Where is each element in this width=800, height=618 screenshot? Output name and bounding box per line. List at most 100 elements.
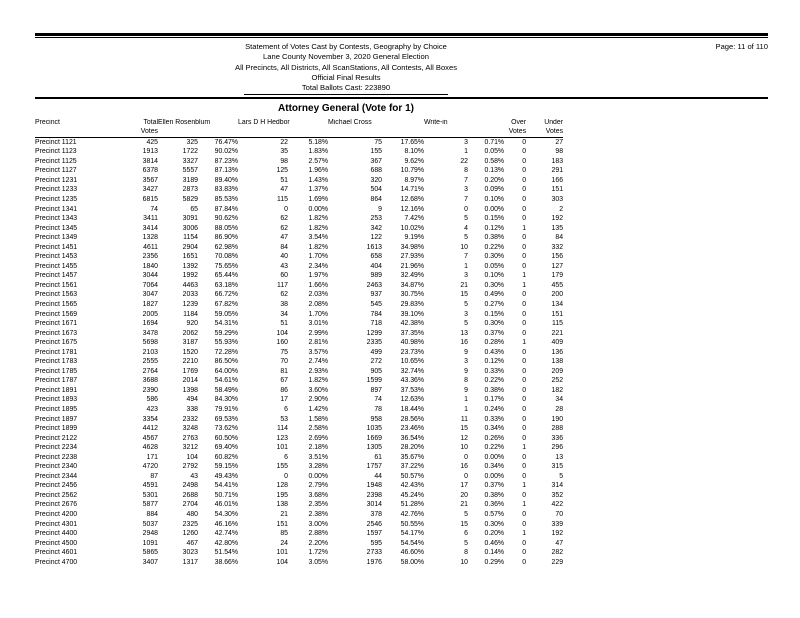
total-votes-cell: 425 xyxy=(146,138,159,146)
hedbor-votes-cell: 47 xyxy=(280,186,288,194)
writein-votes-cell: 10 xyxy=(460,243,469,251)
precinct-cell: Precinct 1565 xyxy=(35,300,78,308)
precinct-cell: Precinct 1455 xyxy=(35,262,78,270)
hedbor-pct-cell: 2.99% xyxy=(308,329,329,337)
hedbor-votes-cell: 125 xyxy=(276,167,289,175)
total-votes-cell: 4611 xyxy=(143,243,158,251)
cross-votes-cell: 378 xyxy=(370,511,383,518)
rosenblum-pct-cell: 87.84% xyxy=(214,205,238,213)
rosenblum-votes-cell: 467 xyxy=(186,539,199,547)
cross-votes-cell: 2546 xyxy=(366,520,383,528)
rosenblum-votes-cell: 325 xyxy=(186,138,199,146)
cross-pct-cell: 51.28% xyxy=(400,501,425,509)
hedbor-pct-cell: 1.82% xyxy=(308,224,329,232)
rosenblum-pct-cell: 70.08% xyxy=(214,253,238,261)
total-votes-cell: 5865 xyxy=(142,549,158,557)
table-row: Precinct 1349 1328 1154 86.90% 47 3.54% 122 9.1… xyxy=(35,233,563,243)
over-votes-cell: 0 xyxy=(522,520,527,528)
total-votes-cell: 4628 xyxy=(142,444,158,452)
writein-pct-cell: 0.22% xyxy=(484,444,505,452)
hedbor-pct-cell: 2.58% xyxy=(308,425,329,433)
writein-votes-cell: 6 xyxy=(464,530,469,538)
hedbor-pct-cell: 2.18% xyxy=(308,444,329,452)
total-votes-cell: 884 xyxy=(146,511,159,518)
rosenblum-votes-cell: 2332 xyxy=(182,415,198,423)
rosenblum-votes-cell: 2704 xyxy=(182,501,198,509)
under-votes-cell: 115 xyxy=(552,320,564,328)
writein-votes-cell: 9 xyxy=(464,367,469,375)
hedbor-pct-cell: 3.57% xyxy=(308,348,329,356)
hedbor-votes-cell: 67 xyxy=(280,377,288,385)
rosenblum-votes-cell: 1260 xyxy=(182,530,198,538)
over-votes-cell: 0 xyxy=(522,186,527,194)
col-header-precinct: Precinct xyxy=(35,119,138,138)
hedbor-pct-cell: 2.03% xyxy=(308,291,329,299)
results-tbody: Precinct 1121 425 325 76.47% 22 5.18% 75 17.65%… xyxy=(35,137,563,567)
total-votes-cell: 4591 xyxy=(142,482,158,490)
table-row: Precinct 1891 2390 1398 58.49% 86 3.60% 897 37.… xyxy=(35,386,563,396)
rosenblum-votes-cell: 2033 xyxy=(182,291,198,299)
rosenblum-votes-cell: 3212 xyxy=(182,444,198,452)
writein-pct-cell: 0.15% xyxy=(484,215,505,223)
total-votes-cell: 2356 xyxy=(142,253,158,261)
precinct-cell: Precinct 1121 xyxy=(35,138,77,146)
cross-pct-cell: 42.43% xyxy=(400,482,425,490)
cross-pct-cell: 7.42% xyxy=(404,215,425,223)
precinct-cell: Precinct 1785 xyxy=(35,367,78,375)
writein-votes-cell: 1 xyxy=(464,148,469,156)
writein-pct-cell: 0.24% xyxy=(484,405,505,413)
table-row: Precinct 1457 3044 1992 65.44% 60 1.97% 989 32.… xyxy=(35,271,563,281)
hedbor-votes-cell: 138 xyxy=(276,501,289,509)
hedbor-votes-cell: 0 xyxy=(284,472,288,480)
writein-pct-cell: 0.15% xyxy=(484,310,505,318)
rosenblum-votes-cell: 1722 xyxy=(182,148,198,156)
over-votes-cell: 0 xyxy=(522,243,527,251)
table-row: Precinct 1565 1827 1239 67.82% 38 2.08% 545 29.… xyxy=(35,300,563,310)
over-votes-cell: 0 xyxy=(522,549,527,557)
writein-votes-cell: 22 xyxy=(460,157,469,165)
writein-pct-cell: 0.36% xyxy=(484,501,505,509)
writein-pct-cell: 0.10% xyxy=(484,272,505,280)
hedbor-pct-cell: 3.05% xyxy=(308,558,329,566)
rosenblum-votes-cell: 3327 xyxy=(182,157,198,165)
table-row: Precinct 4700 3407 1317 38.66% 104 3.05% 1976 5… xyxy=(35,558,563,568)
under-votes-cell: 2 xyxy=(559,205,564,213)
over-votes-cell: 1 xyxy=(522,281,527,289)
hedbor-votes-cell: 35 xyxy=(280,148,288,156)
over-votes-cell: 0 xyxy=(522,377,527,385)
hedbor-pct-cell: 0.00% xyxy=(308,472,329,480)
table-row: Precinct 2676 5877 2704 46.01% 138 2.35% 3014 5… xyxy=(35,500,563,510)
cross-pct-cell: 39.10% xyxy=(400,310,425,318)
cross-pct-cell: 8.97% xyxy=(404,176,425,184)
precinct-cell: Precinct 1897 xyxy=(35,415,78,423)
writein-votes-cell: 4 xyxy=(464,224,469,232)
cross-pct-cell: 50.55% xyxy=(400,520,425,528)
hedbor-votes-cell: 117 xyxy=(277,281,288,289)
rosenblum-votes-cell: 2325 xyxy=(182,520,198,528)
over-votes-cell: 0 xyxy=(522,138,527,146)
total-votes-cell: 6815 xyxy=(142,195,158,203)
rosenblum-pct-cell: 55.93% xyxy=(214,339,238,347)
table-row: Precinct 1899 4412 3248 73.62% 114 2.58% 1035 2… xyxy=(35,424,563,434)
rosenblum-votes-cell: 2904 xyxy=(182,243,198,251)
over-votes-cell: 1 xyxy=(522,444,527,452)
cross-pct-cell: 17.65% xyxy=(400,138,425,146)
rosenblum-pct-cell: 46.16% xyxy=(214,520,238,528)
over-votes-cell: 0 xyxy=(522,472,527,480)
under-votes-cell: 166 xyxy=(551,176,564,184)
writein-votes-cell: 21 xyxy=(460,281,469,289)
table-row: Precinct 1123 1913 1722 90.02% 35 1.83% 155 8.1… xyxy=(35,147,563,157)
report-header: Statement of Votes Cast by Contests, Geo… xyxy=(35,42,768,95)
results-table-head: Precinct Total Votes Ellen Rosenblum Lars… xyxy=(35,119,564,138)
rosenblum-votes-cell: 2688 xyxy=(182,491,198,499)
over-votes-cell: 1 xyxy=(522,530,527,538)
cross-votes-cell: 75 xyxy=(374,138,383,146)
precinct-cell: Precinct 4601 xyxy=(35,549,78,557)
cross-votes-cell: 784 xyxy=(370,310,383,318)
under-votes-cell: 127 xyxy=(551,262,564,270)
writein-pct-cell: 0.17% xyxy=(484,396,505,404)
cross-votes-cell: 1299 xyxy=(366,329,383,337)
total-votes-cell: 3478 xyxy=(142,329,158,337)
hedbor-pct-cell: 1.82% xyxy=(308,215,329,223)
